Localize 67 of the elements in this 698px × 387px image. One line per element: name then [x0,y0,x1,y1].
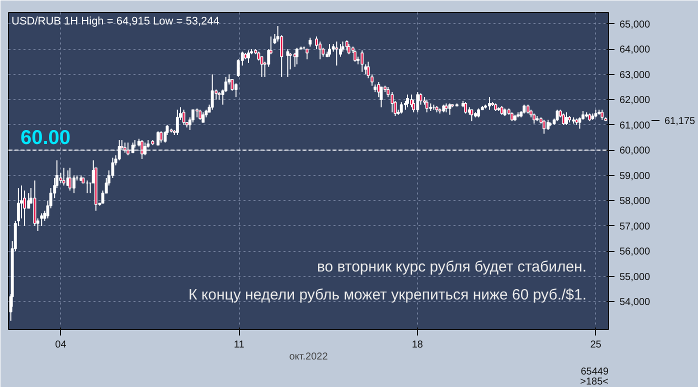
candlestick [335,41,338,66]
candlestick [160,130,163,144]
candlestick [338,44,342,58]
candlestick [210,74,214,110]
candlestick [488,96,491,110]
candlestick [347,44,350,55]
y-tick-label: 58,000 [620,196,651,208]
annotation: 60.00 [20,127,71,150]
y-tick-label: 64,000 [620,44,651,56]
candlestick [341,41,344,52]
candlestick [182,109,186,126]
candlestick [230,78,234,92]
candlestick [288,52,292,70]
candlestick [464,102,468,114]
candlestick [328,44,331,58]
y-tick-label: 61,000 [620,120,651,132]
text: >185< [580,376,609,387]
annotation: во вторник курс рубля будет стабилен. [316,258,586,276]
y-tick-label: 60,000 [620,146,651,157]
text: 65449 [580,366,609,378]
candlestick [62,167,66,186]
candlestick [202,112,205,123]
candlestick [295,47,298,65]
candlestick [564,112,568,126]
candlestick [390,92,394,113]
candlestick [306,48,309,60]
y-tick-label: 57,000 [620,221,651,232]
candlestick [532,113,536,124]
candlestick [198,109,202,120]
x-tick-label: 25 [590,340,602,350]
y-tick-label: 65,000 [620,19,651,30]
candlestick [448,102,452,116]
candlestick [542,119,546,134]
candlestick [59,172,62,184]
text: 61,175 [664,116,696,127]
candlestick [40,212,44,226]
candlestick [156,130,160,146]
candlestick [345,40,348,51]
y-tick-label: 56,000 [620,246,651,258]
candlestick [416,92,420,113]
y-tick-label: 59,000 [620,170,651,182]
y-tick-label: 54,000 [620,297,651,308]
candlestick [370,74,374,86]
candlestick [425,99,428,113]
candlestick [72,174,76,194]
annotation: К концу недели рубль может укрепиться ниже 60 руб./$1. [188,286,587,304]
candlestick [68,167,72,192]
y-tick-label: 62,000 [620,95,651,106]
candlestick [600,109,604,120]
x-axis-title: окт.2022 [289,352,328,362]
candlestick [400,102,403,114]
chart-title: USD/RUB 1H High = 64,915 Low = 53,244 [12,16,220,28]
x-tick-label: 11 [234,340,245,350]
x-tick-label: 04 [55,340,67,350]
x-tick-label: 18 [412,340,424,350]
candlestick [360,50,364,72]
candlestick [406,94,409,108]
y-tick-label: 63,000 [620,70,651,81]
candlestick [556,109,559,122]
candlestick [377,81,380,98]
candlestick [247,50,250,64]
candlestick [354,50,356,62]
candlestick [470,109,474,122]
candlestick [176,109,179,136]
candlestick [234,82,238,98]
candlestick [562,113,565,126]
y-tick-label: 55,000 [620,272,651,283]
